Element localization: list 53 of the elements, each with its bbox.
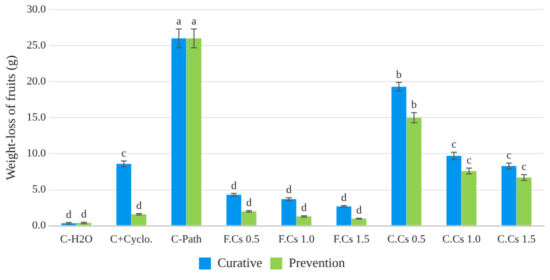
data-label: d [286,184,292,196]
bar [336,206,352,226]
data-label: c [451,138,456,151]
bar [352,218,366,226]
data-label: d [301,202,308,214]
x-tick-label: F.Cs 1.0 [278,233,315,246]
bar [281,199,296,226]
bar [116,164,132,226]
data-label: d [66,208,72,221]
bar [462,171,476,226]
bar [502,166,516,226]
bar [171,38,186,226]
bar [296,216,312,226]
bar [406,118,422,226]
y-tick-label: 25.0 [26,40,46,52]
bar [186,38,202,226]
legend-label: Curative [217,254,262,270]
bar [132,214,146,226]
bar [226,194,242,226]
x-tick-label: F.Cs 1.5 [333,233,370,246]
bar [391,86,406,226]
data-label: b [396,68,402,81]
y-tick-label: 30.0 [26,3,46,16]
data-label: d [246,197,252,210]
x-tick-label: C.Cs 1.0 [442,233,482,246]
x-tick-label: C+Cyclo. [110,233,153,246]
x-tick-label: C.Cs 1.5 [497,233,536,246]
data-label: d [341,192,348,204]
data-label: d [136,200,142,212]
y-tick-label: 0.0 [32,220,46,232]
x-tick-label: C.Cs 0.5 [387,233,426,246]
y-tick-label: 5.0 [32,184,46,196]
data-label: a [192,15,197,28]
x-tick-label: C-Path [171,233,202,246]
data-label: b [411,99,418,112]
data-label: a [176,15,182,28]
data-label: c [506,149,512,162]
y-tick-label: 20.0 [26,76,46,88]
x-tick-label: C-H2O [60,233,93,246]
x-tick-label: F.Cs 0.5 [223,233,260,246]
bar [446,156,462,226]
data-label: c [522,161,527,174]
data-label: d [231,180,238,192]
y-tick-label: 10.0 [26,148,46,160]
data-label: c [466,154,472,167]
data-label: c [121,147,126,160]
legend-label: Prevention [288,254,346,270]
bar [242,211,256,226]
y-tick-label: 15.0 [26,112,46,124]
data-label: d [81,208,88,221]
y-axis-title: Weight-loss of fruits (g) [3,55,18,180]
data-label: d [356,204,362,217]
bar [516,178,532,226]
